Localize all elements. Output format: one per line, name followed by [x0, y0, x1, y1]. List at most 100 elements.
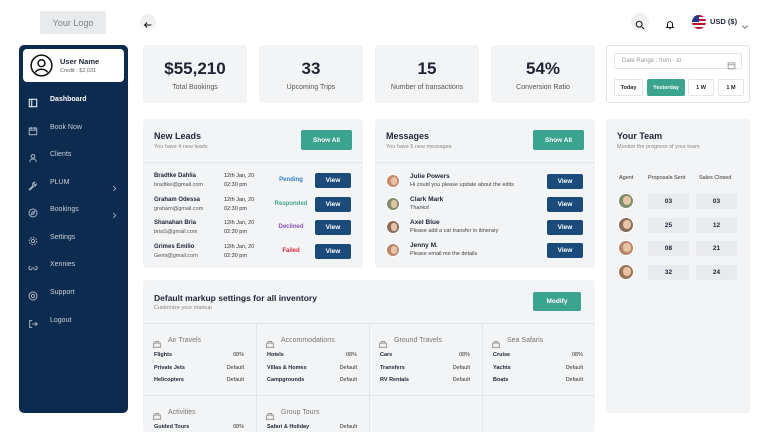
- menu-label: Clients: [50, 151, 72, 158]
- avatar: [618, 216, 634, 233]
- team-stat: 21: [696, 241, 737, 256]
- user-avatar: [30, 54, 53, 77]
- item-value: Default: [339, 364, 357, 371]
- view-button[interactable]: View: [547, 174, 583, 189]
- lead-email: bradtke@gmail.com: [154, 182, 203, 188]
- group-icon: [265, 408, 275, 420]
- group-name: Group Tours: [281, 409, 320, 416]
- date-option[interactable]: Yesterday: [647, 79, 685, 96]
- menu-item[interactable]: Xennies: [19, 256, 128, 274]
- icon: [28, 98, 38, 108]
- date-option[interactable]: 1 W: [688, 79, 714, 96]
- menu-label: Dashboard: [50, 96, 87, 103]
- menu-icon: [28, 205, 38, 218]
- messages-card: Messages You have 5 new messages Show All J…: [375, 119, 595, 268]
- sender-name: Clark Mark: [410, 196, 444, 203]
- item-label: Yachts: [493, 364, 511, 371]
- item-label: Safari & Holiday: [267, 424, 310, 430]
- team-column: Agent: [619, 175, 634, 181]
- view-button[interactable]: View: [315, 196, 351, 212]
- avatar-face: [623, 196, 631, 206]
- calendar-icon: [727, 57, 736, 70]
- show-all-button[interactable]: Show All: [301, 130, 352, 150]
- avatar-face: [623, 243, 631, 253]
- group-icon: [378, 336, 388, 348]
- date-input[interactable]: Date Range : from - to: [614, 53, 742, 70]
- team-stat: 03: [648, 194, 689, 209]
- avatar: [618, 263, 634, 280]
- sender-name: Julie Powers: [410, 173, 450, 180]
- date-placeholder: Date Range : from - to: [622, 58, 682, 64]
- message-text: Please add a car transfer in itinerary: [410, 228, 499, 234]
- lead-time: 02:30 pm: [224, 205, 247, 212]
- flag-canton: [692, 15, 699, 22]
- user-card: User Name Credit : $2,031: [23, 49, 124, 82]
- view-button[interactable]: View: [547, 197, 583, 212]
- avatar: [618, 193, 634, 209]
- team-stat: 03: [696, 194, 737, 209]
- date-option[interactable]: Today: [614, 79, 643, 96]
- icon: [28, 291, 38, 301]
- view-button[interactable]: View: [547, 220, 583, 235]
- item-label: Boats: [493, 377, 509, 383]
- menu-icon: [28, 178, 38, 191]
- icon: [152, 413, 162, 420]
- menu-chevron: [111, 179, 118, 192]
- message-text: Thanks!: [410, 205, 430, 211]
- lead-date: 12th Jan, 20: [224, 220, 255, 226]
- show-all-button[interactable]: Show All: [533, 130, 584, 150]
- team-stat: 12: [696, 217, 737, 233]
- menu-icon: [28, 233, 38, 246]
- menu-item[interactable]: Bookings: [19, 201, 128, 219]
- view-button[interactable]: View: [547, 243, 583, 258]
- lead-date: 12th Jan, 20: [224, 173, 255, 179]
- menu-item[interactable]: Settings: [19, 229, 128, 247]
- icon: [378, 341, 388, 348]
- icon: [152, 341, 162, 348]
- menu-label: Xennies: [50, 261, 76, 268]
- date-option[interactable]: 1 M: [718, 79, 744, 96]
- team-stat: 32: [648, 264, 689, 280]
- item-label: Villas & Homes: [267, 364, 307, 371]
- view-button[interactable]: View: [315, 173, 351, 188]
- item-value: 08%: [571, 352, 583, 358]
- search-button[interactable]: [631, 13, 649, 31]
- lead-time: 02:30 pm: [224, 182, 247, 188]
- back-button[interactable]: [140, 14, 156, 30]
- flag: [692, 15, 706, 29]
- notification-button[interactable]: [662, 14, 678, 30]
- menu-item[interactable]: Logout: [19, 312, 128, 330]
- menu-item[interactable]: PLUM: [19, 174, 128, 192]
- item-value: Default: [339, 424, 357, 430]
- modify-button[interactable]: Modify: [533, 292, 581, 311]
- stat-value: $55,210: [164, 59, 226, 78]
- icon: [28, 236, 38, 246]
- message-text: Please email me the details: [410, 251, 478, 257]
- lead-name: Grimes Emilio: [154, 243, 195, 250]
- menu-item[interactable]: Clients: [19, 146, 128, 164]
- item-label: Campgrounds: [267, 377, 305, 383]
- currency[interactable]: USD ($): [710, 17, 738, 26]
- stat-value: 33: [301, 59, 321, 78]
- lead-name: Bradtke Dahlia: [154, 173, 197, 179]
- avatar-face: [390, 177, 398, 185]
- menu-item[interactable]: Book Now: [19, 119, 128, 137]
- item-label: Hotels: [267, 352, 284, 358]
- team-stat: 24: [696, 264, 737, 280]
- avatar: [386, 220, 400, 234]
- group-name: Sea Safaris: [507, 337, 544, 344]
- menu-icon: [28, 95, 38, 108]
- view-button[interactable]: View: [315, 220, 351, 235]
- item-value: Default: [339, 377, 357, 383]
- lead-name: Graham Odessa: [154, 196, 201, 203]
- markup-card: Default markup settings for all inventor…: [143, 280, 595, 432]
- view-button[interactable]: View: [315, 243, 351, 259]
- group-icon: [265, 336, 275, 348]
- menu-item[interactable]: Support: [19, 284, 128, 302]
- lead-email: Gemi@gmail.com: [154, 252, 198, 259]
- menu-item[interactable]: Dashboard: [19, 91, 128, 109]
- lead-status: Declined: [278, 224, 304, 230]
